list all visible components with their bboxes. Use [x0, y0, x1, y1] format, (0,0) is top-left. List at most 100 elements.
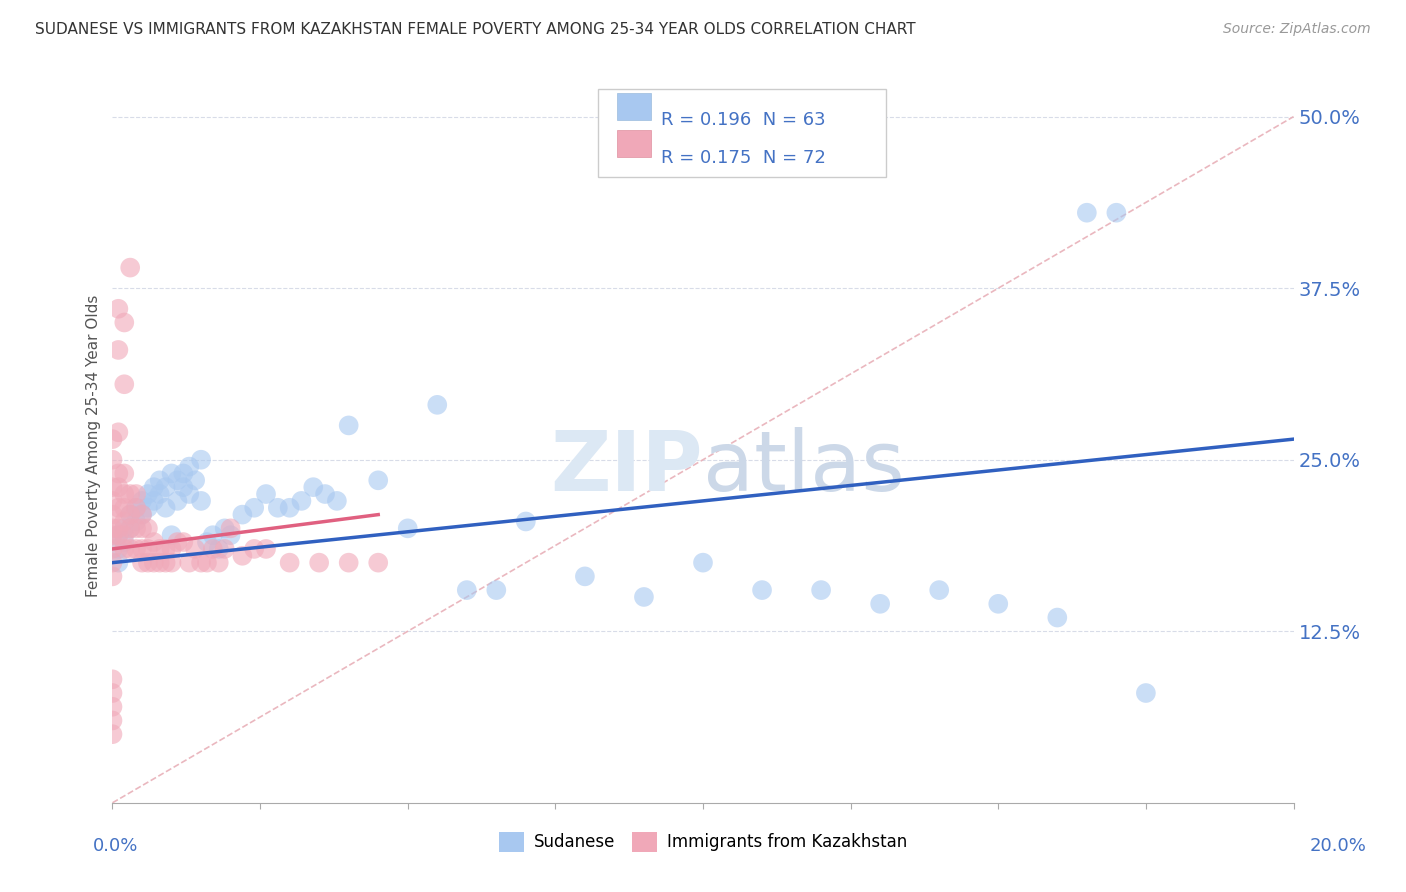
Text: Source: ZipAtlas.com: Source: ZipAtlas.com	[1223, 22, 1371, 37]
Point	[112, 500, 135, 515]
Point	[112, 377, 135, 392]
Text: R = 0.196  N = 63: R = 0.196 N = 63	[661, 112, 825, 129]
Point	[125, 500, 148, 515]
Point	[120, 508, 142, 522]
Point	[155, 500, 177, 515]
Point	[214, 521, 236, 535]
Point	[142, 556, 165, 570]
Point	[1046, 610, 1069, 624]
Point	[208, 541, 231, 556]
Point	[751, 583, 773, 598]
Point	[367, 473, 389, 487]
Point	[107, 343, 129, 357]
Point	[172, 480, 194, 494]
Point	[112, 535, 135, 549]
Point	[1105, 205, 1128, 219]
Point	[149, 473, 172, 487]
Point	[107, 480, 129, 494]
Point	[136, 487, 159, 501]
Point	[149, 556, 172, 570]
Point	[195, 556, 218, 570]
Point	[155, 556, 177, 570]
Point	[214, 541, 236, 556]
Point	[120, 521, 142, 535]
Point	[231, 549, 253, 563]
Point	[195, 535, 218, 549]
Point	[396, 521, 419, 535]
Point	[149, 541, 172, 556]
Point	[101, 452, 124, 467]
Point	[1135, 686, 1157, 700]
Point	[101, 673, 124, 687]
Point	[136, 500, 159, 515]
Point	[131, 508, 153, 522]
Point	[101, 699, 124, 714]
Text: atlas: atlas	[703, 427, 904, 508]
Point	[107, 528, 129, 542]
Point	[125, 541, 148, 556]
Point	[101, 432, 124, 446]
Point	[112, 515, 135, 529]
Point	[166, 535, 188, 549]
Point	[574, 569, 596, 583]
Point	[107, 467, 129, 481]
Point	[337, 418, 360, 433]
Point	[201, 541, 224, 556]
Point	[208, 556, 231, 570]
Legend: Sudanese, Immigrants from Kazakhstan: Sudanese, Immigrants from Kazakhstan	[492, 825, 914, 859]
Text: 0.0%: 0.0%	[93, 837, 138, 855]
Point	[190, 452, 212, 467]
Point	[120, 508, 142, 522]
Point	[112, 467, 135, 481]
Point	[101, 686, 124, 700]
Point	[928, 583, 950, 598]
Point	[172, 535, 194, 549]
Point	[136, 541, 159, 556]
Point	[308, 556, 330, 570]
Text: SUDANESE VS IMMIGRANTS FROM KAZAKHSTAN FEMALE POVERTY AMONG 25-34 YEAR OLDS CORR: SUDANESE VS IMMIGRANTS FROM KAZAKHSTAN F…	[35, 22, 915, 37]
Point	[155, 480, 177, 494]
Point	[326, 494, 349, 508]
Point	[367, 556, 389, 570]
Point	[112, 541, 135, 556]
Point	[107, 521, 129, 535]
Point	[142, 494, 165, 508]
Point	[101, 528, 124, 542]
Point	[160, 541, 183, 556]
Point	[243, 541, 266, 556]
Point	[184, 541, 207, 556]
Point	[101, 556, 124, 570]
Point	[184, 473, 207, 487]
Point	[131, 556, 153, 570]
Point	[112, 316, 135, 330]
Point	[107, 500, 129, 515]
Text: ZIP: ZIP	[551, 427, 703, 508]
Point	[201, 528, 224, 542]
Point	[254, 487, 277, 501]
Point	[125, 521, 148, 535]
Point	[456, 583, 478, 598]
Point	[131, 521, 153, 535]
Point	[515, 515, 537, 529]
Point	[107, 556, 129, 570]
Point	[243, 500, 266, 515]
Point	[125, 515, 148, 529]
Point	[166, 494, 188, 508]
Point	[101, 494, 124, 508]
Point	[142, 480, 165, 494]
Point	[120, 487, 142, 501]
Text: 20.0%: 20.0%	[1310, 837, 1367, 855]
Point	[810, 583, 832, 598]
Point	[166, 473, 188, 487]
Point	[278, 556, 301, 570]
Point	[112, 487, 135, 501]
Point	[155, 541, 177, 556]
Point	[190, 494, 212, 508]
Point	[136, 556, 159, 570]
Text: R = 0.175  N = 72: R = 0.175 N = 72	[661, 149, 825, 167]
Point	[278, 500, 301, 515]
Point	[219, 528, 242, 542]
Point	[149, 487, 172, 501]
Point	[485, 583, 508, 598]
Point	[179, 556, 201, 570]
